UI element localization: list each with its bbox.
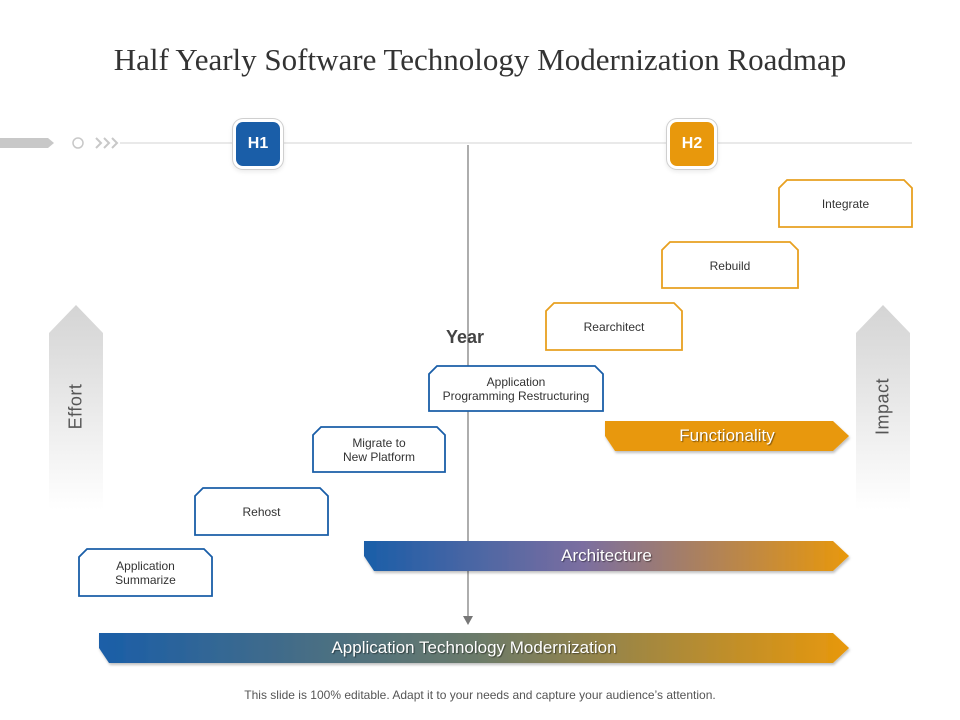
functionality-band [605, 421, 849, 451]
step-box-4 [428, 365, 604, 412]
year-axis-label: Year [446, 327, 485, 347]
step-box-5 [545, 302, 683, 351]
step-box-6 [661, 241, 799, 289]
modernization-band-label: Application Technology Modernization [331, 638, 617, 657]
timeline-header [0, 137, 912, 149]
step-box-2 [194, 487, 329, 536]
footer-note: This slide is 100% editable. Adapt it to… [244, 688, 716, 702]
modernization-band [99, 633, 849, 663]
phase-h1-label: H1 [247, 135, 269, 152]
step-label-rearchitect: Rearchitect [583, 320, 645, 334]
step-label-migrate: Migrate to New Platform [342, 436, 416, 464]
architecture-band-label: Architecture [561, 546, 652, 565]
effort-label: Effort [65, 383, 86, 430]
step-label-application-summarize: Application Summarize [115, 559, 176, 587]
step-label-rehost: Rehost [242, 505, 281, 519]
step-label-restructuring: Application Programming Restructuring [442, 375, 590, 403]
timeline-dot [72, 137, 84, 149]
step-label-rebuild: Rebuild [709, 258, 751, 273]
impact-arrow [856, 305, 910, 510]
axis-arrowhead-icon [463, 616, 473, 625]
step-box-3 [312, 426, 446, 473]
phase-h2-badge: H2 [670, 122, 714, 166]
phase-h2-label: H2 [681, 135, 703, 152]
impact-label: Impact [872, 377, 893, 436]
step-box-1 [78, 548, 213, 597]
architecture-band [364, 541, 849, 571]
phase-h1-badge: H1 [236, 122, 280, 166]
page-title: Half Yearly Software Technology Moderniz… [113, 42, 847, 77]
effort-arrow [49, 305, 103, 510]
functionality-band-label: Functionality [679, 426, 775, 445]
timeline-chevrons-icon [95, 137, 119, 149]
timeline-start-bar [0, 138, 54, 148]
step-label-integrate: Integrate [821, 197, 870, 211]
step-box-7 [778, 179, 913, 228]
